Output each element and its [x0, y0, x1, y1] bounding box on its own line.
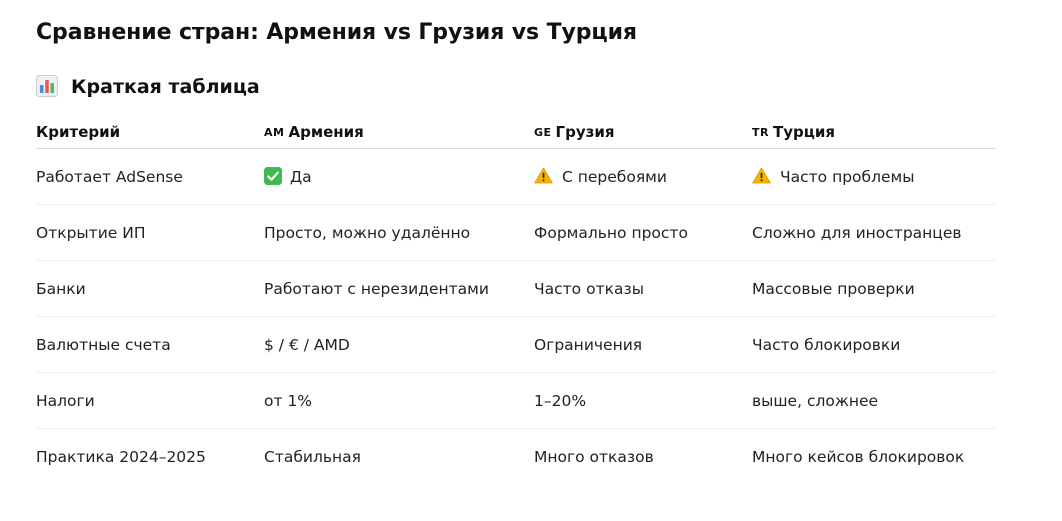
warning-icon	[534, 167, 553, 184]
table-row: Работает AdSense Да	[36, 148, 996, 205]
header-label: Грузия	[555, 122, 615, 141]
header-label: Турция	[772, 122, 835, 141]
armenia-cell: от 1%	[264, 372, 534, 429]
table-row: Практика 2024–2025 Стабильная Много отка…	[36, 429, 996, 485]
armenia-flag-icon: AM	[264, 125, 285, 139]
bar-chart-icon	[36, 75, 58, 97]
armenia-cell: Стабильная	[264, 447, 361, 466]
table-header-row: Критерий AM Армения GE Грузия TR Турция	[36, 115, 996, 149]
cell-text: С перебоями	[562, 168, 667, 186]
table-row: Банки Работают с нерезидентами Часто отк…	[36, 260, 996, 317]
georgia-cell: Формально просто	[534, 204, 752, 261]
header-georgia: GE Грузия	[534, 115, 752, 149]
armenia-cell: Да	[264, 148, 534, 205]
turkey-flag-icon: TR	[752, 125, 769, 139]
armenia-cell: Работают с нерезидентами	[264, 260, 534, 317]
georgia-cell: Много отказов	[534, 447, 654, 466]
header-armenia: AM Армения	[264, 115, 534, 149]
header-turkey: TR Турция	[752, 115, 996, 149]
turkey-cell: выше, сложнее	[752, 372, 996, 429]
turkey-cell: Часто блокировки	[752, 316, 996, 373]
georgia-cell: Ограничения	[534, 316, 752, 373]
table-row: Открытие ИП Просто, можно удалённо Форма…	[36, 204, 996, 261]
page-title: Сравнение стран: Армения vs Грузия vs Ту…	[36, 20, 637, 45]
georgia-cell: С перебоями	[534, 148, 752, 205]
armenia-cell: $ / € / AMD	[264, 316, 534, 373]
criterion-cell: Валютные счета	[36, 316, 264, 373]
table-row: Налоги от 1% 1–20% выше, сложнее	[36, 372, 996, 429]
comparison-table: Критерий AM Армения GE Грузия TR Турция Раб…	[36, 115, 996, 484]
section-title: Краткая таблица	[71, 76, 260, 98]
georgia-flag-icon: GE	[534, 125, 552, 139]
turkey-cell: Сложно для иностранцев	[752, 204, 996, 261]
criterion-cell: Налоги	[36, 372, 264, 429]
georgia-cell: Часто отказы	[534, 260, 752, 317]
check-mark-icon	[264, 167, 282, 185]
header-criterion: Критерий	[36, 115, 264, 149]
header-label: Армения	[288, 122, 364, 141]
warning-icon	[752, 167, 771, 184]
criterion-cell: Открытие ИП	[36, 204, 264, 261]
criterion-cell: Практика 2024–2025	[36, 447, 206, 466]
turkey-cell: Массовые проверки	[752, 260, 996, 317]
header-label: Критерий	[36, 122, 121, 141]
turkey-cell: Часто проблемы	[752, 148, 996, 205]
table-row: Валютные счета $ / € / AMD Ограничения Ч…	[36, 316, 996, 373]
document-page: Сравнение стран: Армения vs Грузия vs Ту…	[36, 18, 996, 466]
armenia-cell: Просто, можно удалённо	[264, 204, 534, 261]
cell-text: Да	[290, 168, 312, 186]
georgia-cell: 1–20%	[534, 372, 752, 429]
section-heading: Краткая таблица	[36, 73, 260, 101]
cell-text: Часто проблемы	[780, 168, 915, 186]
turkey-cell: Много кейсов блокировок	[752, 447, 965, 466]
criterion-cell: Работает AdSense	[36, 148, 264, 205]
criterion-cell: Банки	[36, 260, 264, 317]
